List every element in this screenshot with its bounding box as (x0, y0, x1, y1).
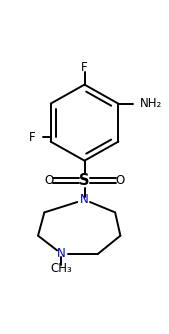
Text: CH₃: CH₃ (50, 262, 72, 275)
Text: NH₂: NH₂ (139, 97, 162, 110)
Text: O: O (44, 174, 53, 187)
Text: N: N (57, 247, 66, 260)
Text: O: O (116, 174, 125, 187)
Text: N: N (80, 193, 89, 206)
Text: F: F (29, 131, 36, 144)
Text: F: F (81, 61, 88, 74)
Text: S: S (79, 173, 90, 188)
